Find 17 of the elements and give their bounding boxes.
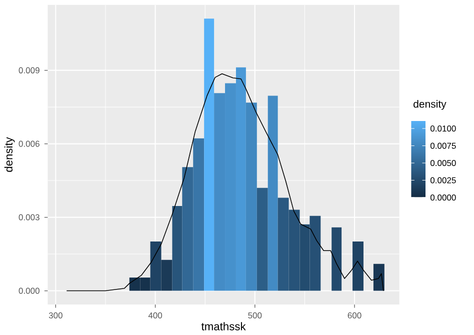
color-bar-label: 0.0025 [430,177,456,184]
x-tick-label: 600 [348,312,362,319]
y-tick-label: 0.009 [18,67,40,74]
color-bar-label: 0.0050 [430,160,456,166]
y-tick-label: 0.006 [18,140,40,147]
color-bar-title: density [414,100,446,110]
color-bar-label: 0.0100 [430,126,456,132]
x-tick-label: 400 [148,312,162,319]
x-tick-label: 300 [48,312,62,319]
y-tick-label: 0.000 [18,288,40,294]
line-series [66,73,384,292]
y-tick-label: 0.003 [18,214,40,220]
x-axis-title: tmathssk [201,322,246,330]
color-bar-label: 0.0000 [430,194,456,201]
x-tick-label: 500 [248,312,262,319]
color-bar-label: 0.0075 [430,142,456,149]
y-axis-title: density [4,137,15,172]
